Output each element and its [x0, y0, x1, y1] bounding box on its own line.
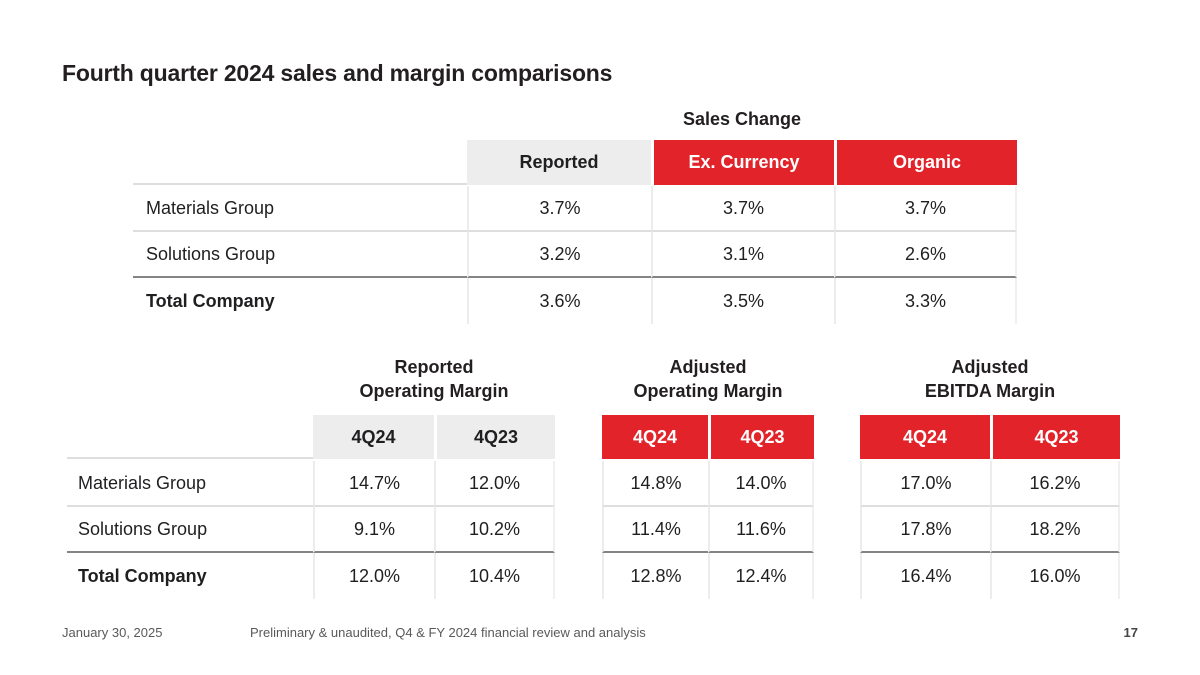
adjusted-operating-margin-table: 4Q24 4Q23 14.8% 14.0% 11.4% 11.6% 12.8% … — [602, 415, 814, 599]
table-cell: 11.4% — [602, 507, 708, 553]
reported-operating-margin-table: 4Q24 4Q23 Materials Group 14.7% 12.0% So… — [67, 415, 555, 599]
sales-column-header-organic: Organic — [834, 140, 1017, 185]
table-cell: 10.4% — [434, 553, 555, 599]
row-label: Materials Group — [133, 186, 467, 232]
column-header-4q24: 4Q24 — [860, 415, 990, 459]
table-cell: 16.4% — [860, 553, 990, 599]
table-cell: 17.8% — [860, 507, 990, 553]
row-label-total: Total Company — [146, 290, 275, 311]
sales-column-header-reported: Reported — [467, 140, 651, 185]
table-title-line1: Adjusted — [669, 357, 747, 377]
column-header-4q23: 4Q23 — [434, 415, 555, 459]
table-cell: 3.7% — [467, 186, 651, 232]
table-cell: 10.2% — [434, 507, 555, 553]
sales-change-table: Reported Ex. Currency Organic Materials … — [133, 140, 1017, 324]
table-cell: 12.8% — [602, 553, 708, 599]
table-cell: 16.0% — [990, 553, 1120, 599]
table-cell: 12.0% — [434, 461, 555, 507]
column-header-4q23: 4Q23 — [990, 415, 1120, 459]
table-title-line2: EBITDA Margin — [924, 381, 1056, 401]
sales-change-table-title: Sales Change — [682, 109, 802, 129]
table-cell: 14.7% — [313, 461, 434, 507]
row-label: Materials Group — [67, 461, 313, 507]
page-title: Fourth quarter 2024 sales and margin com… — [62, 60, 613, 86]
column-header-4q24: 4Q24 — [313, 415, 434, 459]
row-label: Solutions Group — [67, 507, 313, 553]
table-cell: 11.6% — [708, 507, 814, 553]
page-number: 17 — [1123, 625, 1138, 640]
footer-note: Preliminary & unaudited, Q4 & FY 2024 fi… — [250, 625, 646, 640]
table-title-line2: Operating Margin — [633, 381, 783, 401]
footer-date: January 30, 2025 — [62, 625, 163, 640]
table-cell: 12.4% — [708, 553, 814, 599]
adjusted-ebitda-margin-table: 4Q24 4Q23 17.0% 16.2% 17.8% 18.2% 16.4% … — [860, 415, 1120, 599]
sales-column-header-ex-currency: Ex. Currency — [651, 140, 834, 185]
row-label: Solutions Group — [133, 232, 467, 278]
table-title-line2: Operating Margin — [359, 381, 509, 401]
table-cell: 14.8% — [602, 461, 708, 507]
table-cell: 9.1% — [313, 507, 434, 553]
table-cell: 3.6% — [467, 278, 651, 324]
adjusted-operating-margin-title: Adjusted Operating Margin — [602, 355, 814, 403]
table-cell: 17.0% — [860, 461, 990, 507]
column-header-4q24: 4Q24 — [602, 415, 708, 459]
table-title-line1: Adjusted — [951, 357, 1029, 377]
table-title-line1: Reported — [394, 357, 474, 377]
sales-header-spacer — [133, 140, 467, 185]
table-cell: 3.2% — [467, 232, 651, 278]
margin-header-spacer — [67, 415, 313, 459]
table-cell: 3.3% — [834, 278, 1017, 324]
column-header-4q23: 4Q23 — [708, 415, 814, 459]
table-cell: 12.0% — [313, 553, 434, 599]
table-cell: 3.7% — [651, 186, 834, 232]
table-cell: 16.2% — [990, 461, 1120, 507]
table-cell: 3.5% — [651, 278, 834, 324]
table-cell: 3.7% — [834, 186, 1017, 232]
table-cell: 14.0% — [708, 461, 814, 507]
adjusted-ebitda-margin-title: Adjusted EBITDA Margin — [860, 355, 1120, 403]
table-cell: 2.6% — [834, 232, 1017, 278]
table-cell: 3.1% — [651, 232, 834, 278]
table-cell: 18.2% — [990, 507, 1120, 553]
reported-operating-margin-title: Reported Operating Margin — [313, 355, 555, 403]
row-label-total: Total Company — [78, 565, 207, 586]
